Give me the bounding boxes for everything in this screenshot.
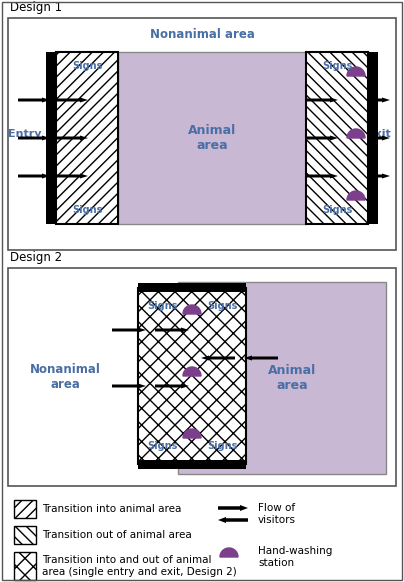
Bar (8, 268, 396, 486)
FancyArrow shape (155, 384, 189, 389)
Polygon shape (220, 548, 238, 557)
Text: Signs: Signs (147, 441, 177, 451)
Bar (368, 52, 378, 224)
Text: Exit: Exit (367, 129, 391, 139)
FancyArrow shape (56, 173, 88, 179)
Text: Transition into animal area: Transition into animal area (42, 504, 181, 514)
Bar (138, 460, 246, 469)
Polygon shape (347, 191, 365, 200)
FancyArrow shape (56, 136, 88, 140)
FancyArrow shape (155, 328, 189, 332)
Text: Hand-washing
station: Hand-washing station (258, 546, 332, 568)
Bar (46, 52, 56, 224)
Polygon shape (183, 429, 201, 438)
FancyArrow shape (306, 136, 338, 140)
Text: Transition into and out of animal
area (single entry and exit, Design 2): Transition into and out of animal area (… (42, 555, 237, 577)
Bar (14, 552, 36, 580)
FancyArrow shape (18, 136, 50, 140)
FancyArrow shape (306, 98, 338, 102)
FancyArrow shape (18, 173, 50, 179)
Text: Signs: Signs (72, 61, 102, 71)
Bar (56, 52, 118, 224)
Bar (14, 526, 36, 544)
Text: Signs: Signs (322, 61, 352, 71)
Text: Signs: Signs (207, 301, 237, 311)
Polygon shape (183, 305, 201, 314)
Text: Nonanimal
area: Nonanimal area (29, 363, 101, 391)
FancyArrow shape (306, 173, 338, 179)
Text: Design 2: Design 2 (10, 251, 62, 264)
FancyArrow shape (368, 98, 390, 102)
Text: Signs: Signs (322, 205, 352, 215)
Bar (138, 288, 246, 464)
FancyArrow shape (368, 136, 390, 140)
FancyArrow shape (201, 356, 235, 360)
Polygon shape (347, 129, 365, 138)
FancyArrow shape (112, 328, 146, 332)
FancyArrow shape (112, 384, 146, 389)
Text: Flow of
visitors: Flow of visitors (258, 503, 296, 525)
Text: Design 1: Design 1 (10, 1, 62, 14)
Text: Animal
area: Animal area (268, 364, 316, 392)
Polygon shape (347, 67, 365, 76)
Text: Nonanimal area: Nonanimal area (149, 27, 255, 41)
Bar (118, 52, 306, 224)
FancyArrow shape (218, 517, 248, 523)
Bar (138, 283, 246, 292)
Text: Signs: Signs (72, 205, 102, 215)
Bar (306, 52, 368, 224)
Polygon shape (183, 367, 201, 376)
Text: Signs: Signs (147, 301, 177, 311)
Text: Entry: Entry (8, 129, 42, 139)
FancyArrow shape (368, 173, 390, 179)
FancyArrow shape (218, 505, 248, 511)
Text: Transition out of animal area: Transition out of animal area (42, 530, 192, 540)
Text: Animal
area: Animal area (188, 124, 236, 152)
Bar (14, 500, 36, 518)
FancyArrow shape (56, 98, 88, 102)
Bar (178, 282, 386, 474)
Bar (8, 18, 396, 250)
FancyArrow shape (18, 98, 50, 102)
FancyArrow shape (244, 356, 278, 360)
Text: Signs: Signs (207, 441, 237, 451)
